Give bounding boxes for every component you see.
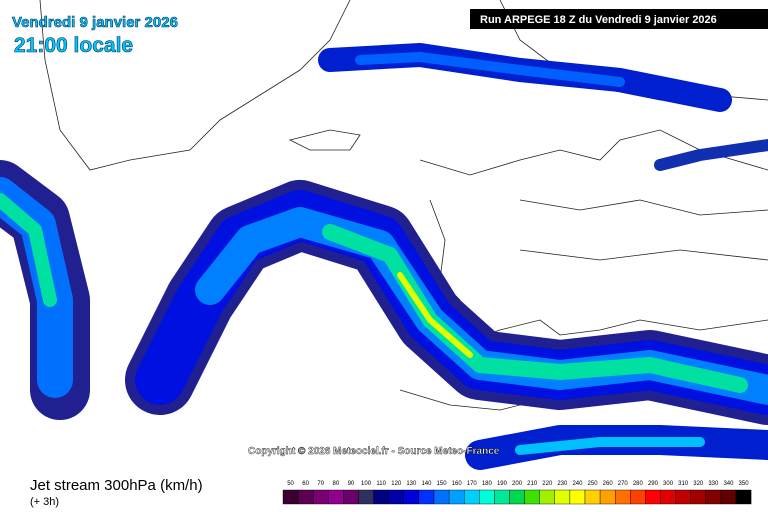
scale-label: 330: [708, 481, 719, 487]
scale-label: 140: [421, 481, 432, 487]
scale-label: 210: [527, 481, 538, 487]
scale-swatch: [630, 489, 646, 505]
scale-label: 150: [437, 481, 448, 487]
scale-label: 240: [572, 481, 583, 487]
time-label: 21:00 locale: [14, 34, 133, 57]
scale-label: 280: [633, 481, 644, 487]
scale-swatch: [569, 489, 586, 505]
scale-label: 260: [603, 481, 614, 487]
date-label: Vendredi 9 janvier 2026: [12, 14, 178, 31]
scale-label: 160: [452, 481, 463, 487]
copyright: Copyright © 2026 Meteociel.fr - Source M…: [248, 446, 500, 457]
scale-swatch: [584, 489, 601, 505]
scale-label: 60: [302, 481, 309, 487]
scale-swatch: [448, 489, 465, 505]
scale-label: 170: [467, 481, 478, 487]
scale-swatch: [313, 489, 329, 505]
scale-swatch: [615, 489, 631, 505]
scale-label: 300: [663, 481, 674, 487]
scale-swatch: [373, 489, 389, 505]
scale-label: 320: [693, 481, 704, 487]
scale-swatch: [509, 489, 525, 505]
jet-west: [0, 160, 90, 420]
scale-swatch: [418, 489, 435, 505]
scale-swatch: [464, 489, 480, 505]
scale-label: 80: [333, 481, 340, 487]
scale-swatch: [735, 489, 752, 505]
scale-label: 190: [497, 481, 508, 487]
scale-swatch: [690, 489, 707, 505]
scale-label: 120: [391, 481, 402, 487]
footer-title: Jet stream 300hPa (km/h): [30, 477, 203, 494]
footer-lead: (+ 3h): [30, 496, 59, 508]
scale-label: 200: [512, 481, 523, 487]
scale-label: 350: [739, 481, 750, 487]
scale-label: 180: [482, 481, 493, 487]
jet-north-core: [355, 52, 625, 87]
scale-swatch: [479, 489, 495, 505]
scale-label: 230: [557, 481, 568, 487]
scale-swatch: [675, 489, 691, 505]
scale-label: 100: [361, 481, 372, 487]
scale-swatch: [494, 489, 510, 505]
scale-label: 340: [723, 481, 734, 487]
scale-swatch: [282, 489, 299, 505]
scale-swatch: [328, 489, 344, 505]
scale-label: 90: [348, 481, 355, 487]
scale-label: 50: [287, 481, 294, 487]
jet-stream: [0, 43, 768, 470]
scale-label: 270: [618, 481, 629, 487]
scale-label: 110: [376, 481, 386, 487]
scale-swatch: [297, 489, 314, 505]
run-label: Run ARPEGE 18 Z du Vendredi 9 janvier 20…: [480, 14, 717, 26]
scale-label: 220: [542, 481, 553, 487]
jet-south-core: [515, 437, 705, 455]
scale-swatch: [705, 489, 722, 505]
scale-swatch: [524, 489, 540, 505]
scale-swatch: [343, 489, 359, 505]
color-scale: 50 60 70 80 90 100 110 120 130 140 150 160 170 180 190…: [282, 481, 752, 505]
scale-swatch: [599, 489, 616, 505]
scale-label: 310: [678, 481, 689, 487]
scale-label: 250: [588, 481, 599, 487]
scale-swatch: [554, 489, 571, 505]
scale-label: 290: [648, 481, 659, 487]
scale-swatch: [660, 489, 676, 505]
scale-swatch: [358, 489, 374, 505]
scale-swatch: [645, 489, 661, 505]
scale-label: 130: [406, 481, 417, 487]
jet-east: [654, 139, 768, 171]
scale-swatch: [720, 489, 737, 505]
scale-label: 70: [317, 481, 324, 487]
jet-main: [125, 180, 768, 425]
scale-swatch: [388, 489, 405, 505]
scale-swatch: [539, 489, 556, 505]
run-banner: [470, 9, 768, 29]
scale-swatch: [433, 489, 450, 505]
scale-swatch: [403, 489, 420, 505]
